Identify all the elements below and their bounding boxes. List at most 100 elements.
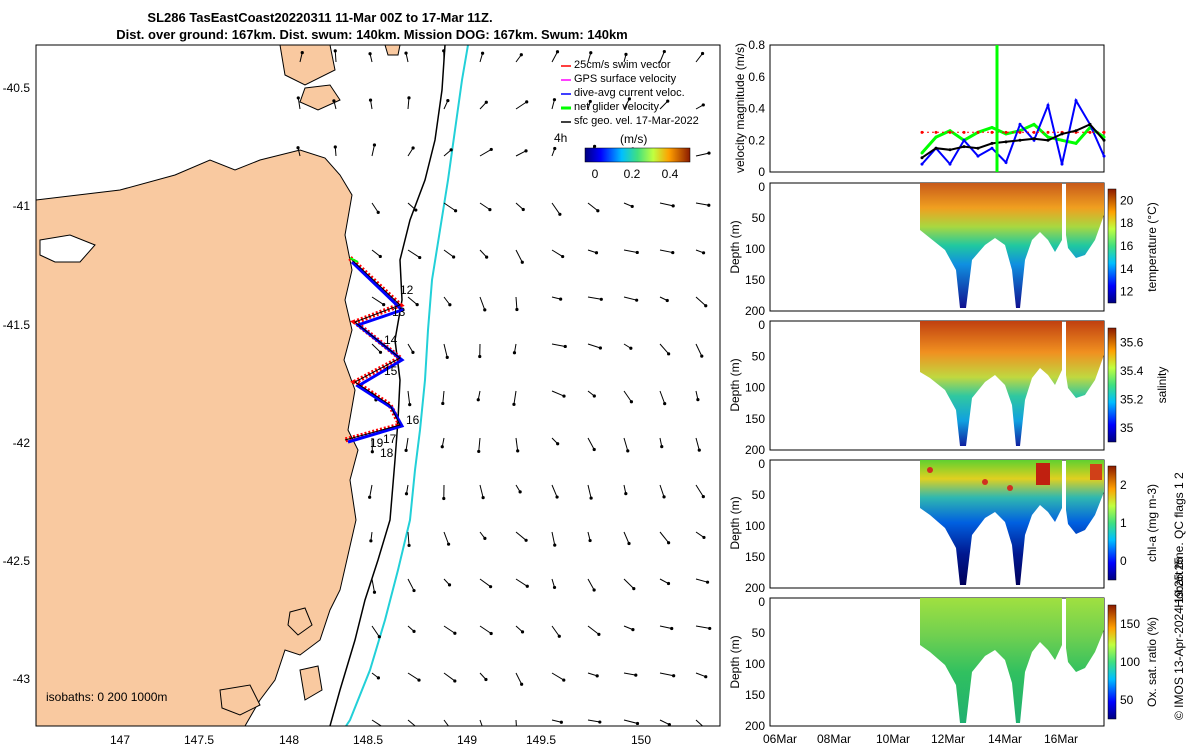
velocity-arrow: [659, 578, 669, 584]
velocity-arrow-head: [524, 149, 528, 153]
velocity-arrow-head: [629, 400, 634, 404]
velocity-arrow: [695, 484, 704, 497]
salinity-depth-tick: 200: [745, 443, 765, 457]
colorbar-gradient: [584, 147, 691, 163]
velocity-arrow-head: [376, 210, 380, 214]
salinity-colorbar-tick: 35: [1120, 421, 1134, 435]
velocity-arrow: [551, 202, 561, 215]
velocity-arrow-head: [447, 583, 452, 587]
velocity-arrow-head: [553, 543, 557, 547]
series-point-2-12: [1088, 130, 1092, 134]
velocity-arrow-head: [404, 51, 408, 55]
velocity-arrow-head: [441, 401, 445, 406]
velocity-arrow-head: [589, 496, 593, 500]
tasmania-land: [36, 149, 359, 726]
lat-tick-41: -41: [13, 199, 31, 213]
series-point-3-4: [976, 146, 980, 150]
velocity-ylabel: velocity magnitude (m/s): [733, 43, 747, 173]
velocity-arrow-head: [559, 720, 563, 724]
velocity-arrow-head: [446, 98, 450, 103]
velocity-arrow-head: [630, 204, 634, 209]
velocity-arrow-head: [701, 495, 705, 499]
velocity-arrow-head: [418, 255, 422, 260]
day-label-12: 12: [400, 283, 414, 297]
velocity-arrow-head: [515, 732, 518, 735]
series-point-1-9: [1046, 103, 1050, 107]
oxygen-ylabel: Depth (m): [728, 635, 742, 688]
temperature-colorbar-tick: 18: [1120, 216, 1134, 230]
velocity-arrow: [515, 296, 518, 310]
velocity-ytick-label: 0.8: [748, 38, 765, 52]
velocity-arrow-head: [489, 631, 493, 636]
velocity-arrow-head: [300, 51, 304, 55]
velocity-arrow: [334, 50, 337, 63]
velocity-arrow-head: [417, 678, 421, 682]
velocity-arrow: [587, 672, 598, 677]
temperature-depth-tick: 100: [745, 242, 765, 256]
current-front-line: [345, 45, 469, 726]
series-point-3-9: [1046, 138, 1050, 142]
salinity-colorbar-tick: 35.4: [1120, 364, 1144, 378]
velocity-arrow-head: [478, 354, 482, 359]
series-point-3-8: [1032, 137, 1036, 141]
velocity-arrow-head: [404, 492, 409, 496]
velocity-arrow: [551, 249, 563, 257]
velocity-arrow: [587, 625, 600, 635]
chla-hotspots: [927, 463, 1102, 491]
velocity-arrow-head: [484, 100, 488, 104]
day-label-15: 15: [384, 364, 398, 378]
velocity-arrow: [405, 437, 409, 451]
velocity-arrow-head: [552, 585, 557, 590]
velocity-arrow: [551, 343, 566, 347]
legend-label-net: net glider velocity: [574, 101, 659, 113]
velocity-arrow: [515, 249, 523, 263]
oxygen-depth-tick: 200: [745, 719, 765, 733]
velocity-arrow-head: [552, 98, 557, 102]
velocity-arrow-head: [477, 449, 481, 454]
series-point-2-9: [1046, 130, 1050, 134]
velocity-arrow-head: [412, 588, 416, 593]
velocity-arrow-head: [296, 96, 300, 100]
velocity-arrow: [695, 53, 703, 63]
velocity-arrow: [371, 144, 375, 157]
velocity-arrow-head: [700, 354, 704, 358]
legend-label-gps: GPS surface velocity: [574, 73, 677, 85]
velocity-arrow: [695, 343, 703, 357]
velocity-arrow: [623, 390, 632, 403]
velocity-arrow: [443, 531, 450, 545]
salinity-depth-tick: 0: [758, 318, 765, 332]
series-point-3-6: [1004, 140, 1008, 144]
velocity-arrow: [587, 296, 602, 300]
velocity-arrow-head: [700, 51, 705, 56]
map-lat-ticks: -40.5 -41 -41.5 -42 -42.5 -43: [3, 81, 31, 686]
velocity-arrow-head: [598, 346, 602, 350]
velocity-arrow: [442, 390, 445, 404]
salinity-panel: Depth (m) salinity: [728, 320, 1169, 451]
series-point-1-4: [976, 154, 980, 158]
day-label-17: 17: [383, 432, 397, 446]
velocity-series: [920, 45, 1106, 172]
velocity-arrow: [551, 390, 565, 397]
lon-tick-150: 150: [631, 733, 651, 747]
velocity-arrow-head: [411, 146, 415, 150]
salinity-depth-tick: 150: [745, 412, 765, 426]
time-tick-16mar: 16Mar: [1044, 732, 1078, 746]
temperature-section: [920, 183, 1104, 308]
temperature-depth-tick: 150: [745, 273, 765, 287]
salinity-ylabel: Depth (m): [728, 358, 742, 411]
velocity-arrow-head: [515, 307, 519, 312]
series-point-2-8: [1032, 130, 1036, 134]
velocity-arrow-head: [592, 447, 596, 452]
velocity-arrow: [659, 484, 665, 498]
islands-north: [279, 45, 401, 111]
velocity-arrow-head: [520, 260, 524, 264]
velocity-arrow: [551, 99, 555, 110]
series-point-3-13: [1102, 138, 1106, 142]
velocity-arrow-head: [481, 496, 485, 500]
velocity-arrow-head: [626, 449, 630, 453]
velocity-arrow-head: [520, 630, 525, 634]
velocity-arrow-head: [707, 203, 711, 207]
sfc-geo-velocity-arrows: [296, 49, 712, 735]
velocity-arrow-head: [480, 51, 485, 55]
velocity-arrow-head: [557, 634, 561, 638]
